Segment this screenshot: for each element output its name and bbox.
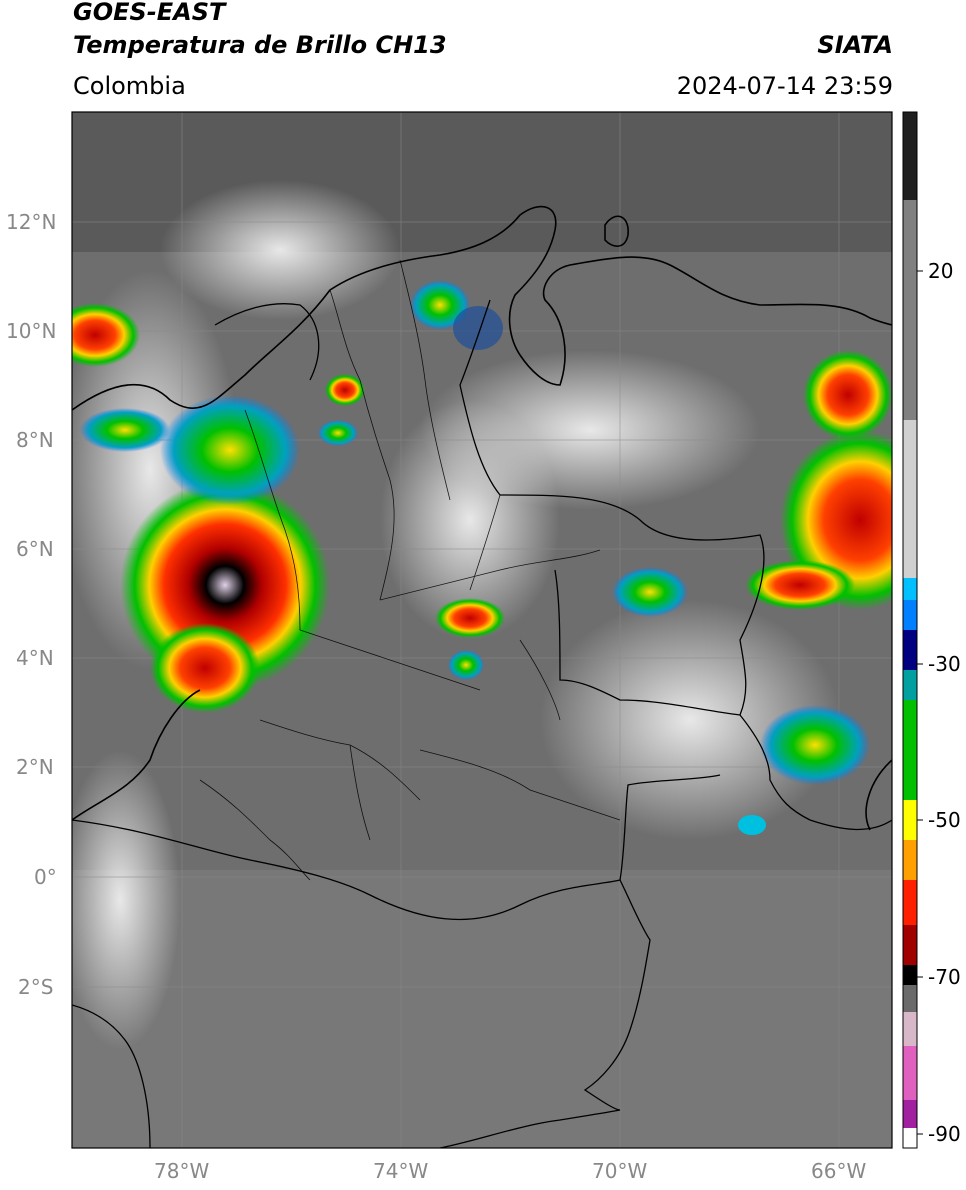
cloud-band	[380, 400, 560, 640]
colorbar-segment	[903, 965, 917, 985]
map-frame	[71, 111, 893, 1149]
lat-label: 12°N	[6, 210, 57, 234]
convective-cell	[760, 705, 870, 785]
colorbar-tick-label: -30	[928, 652, 961, 676]
colorbar-segment	[903, 600, 917, 630]
lon-label: 74°W	[373, 1159, 429, 1183]
lat-label: 8°N	[16, 428, 54, 452]
lon-label: 66°W	[811, 1159, 867, 1183]
department-borders	[199, 259, 621, 881]
coastlines	[72, 205, 892, 831]
lat-label: 2°N	[16, 755, 54, 779]
convective-cell	[410, 280, 470, 330]
colorbar-tick-label: -90	[928, 1122, 961, 1146]
colorbar-segment	[903, 1012, 917, 1046]
agency-label: SIATA	[817, 31, 893, 59]
colorbar-segment	[903, 925, 917, 965]
convective-cell	[738, 815, 766, 835]
convective-cell	[448, 650, 484, 680]
colorbar-segment	[903, 578, 917, 600]
subtitle-region: Colombia	[73, 72, 186, 100]
convective-cell	[318, 420, 358, 446]
convective-cell	[325, 374, 365, 406]
graticule	[72, 112, 892, 1148]
convective-cell	[80, 408, 170, 452]
lat-label: 0°	[34, 865, 57, 889]
colorbar-segment	[903, 200, 917, 420]
convective-cell	[435, 598, 505, 638]
colorbar-tick-label: -70	[928, 965, 961, 989]
colorbar-segment	[903, 1128, 917, 1148]
convective-cell	[160, 395, 300, 505]
lat-label: 2°S	[18, 975, 54, 999]
convective-cell	[612, 567, 688, 617]
convective-cell	[745, 560, 855, 610]
convective-cell	[453, 306, 503, 350]
title-product: Temperatura de Brillo CH13	[73, 31, 447, 59]
country-borders	[72, 299, 892, 1148]
colorbar-segment	[903, 880, 917, 925]
colorbar-segment	[903, 1100, 917, 1128]
convective-cell	[803, 350, 892, 440]
lat-label: 6°N	[16, 537, 54, 561]
cloud-band	[72, 750, 180, 1050]
colorbar-segment	[903, 1046, 917, 1100]
convective-cell	[150, 623, 260, 713]
colorbar-ticks	[917, 270, 923, 1135]
colorbar-tick-label: 20	[928, 259, 954, 283]
timestamp: 2024-07-14 23:59	[676, 72, 893, 100]
lon-label: 78°W	[154, 1159, 210, 1183]
lon-label: 70°W	[592, 1159, 648, 1183]
lat-label: 10°N	[6, 319, 57, 343]
colorbar-segment	[903, 700, 917, 800]
colorbar-segment	[903, 985, 917, 1012]
colorbar	[903, 112, 917, 1148]
ir-lighter-south	[72, 870, 892, 1148]
colorbar-segment	[903, 630, 917, 670]
title-satellite: GOES-EAST	[73, 0, 226, 26]
colorbar-tick-label: -50	[928, 808, 961, 832]
colorbar-segment	[903, 800, 917, 840]
cloud-band	[540, 600, 840, 840]
cloud-band	[160, 180, 400, 320]
colorbar-segment	[903, 670, 917, 700]
lat-label: 4°N	[16, 646, 54, 670]
colorbar-frame	[902, 111, 918, 1149]
colorbar-segment	[903, 112, 917, 200]
convective-cell	[72, 303, 140, 367]
colorbar-segment	[903, 840, 917, 880]
colorbar-segment	[903, 420, 917, 578]
